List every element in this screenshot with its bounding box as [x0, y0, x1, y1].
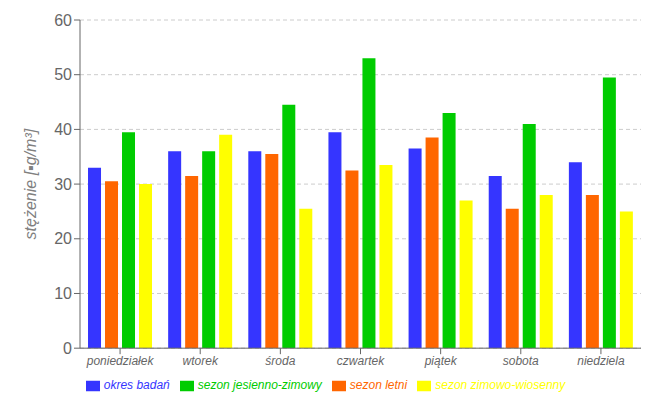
svg-text:30: 30 [54, 176, 72, 193]
svg-text:0: 0 [63, 340, 72, 357]
html-text:sezon jesienno-zimowy: sezon jesienno-zimowy [197, 378, 322, 393]
svg-text:piątek: piątek [424, 354, 458, 368]
svg-text:10: 10 [54, 285, 72, 302]
svg-text:czwartek: czwartek [337, 354, 385, 368]
html-text:okres badań: okres badań [103, 378, 170, 393]
svg-text:wtorek: wtorek [183, 354, 219, 368]
svg-text:60: 60 [54, 12, 72, 29]
svg-text:20: 20 [54, 230, 72, 247]
svg-text:stężenie [▪g/m³]: stężenie [▪g/m³] [22, 128, 39, 239]
svg-text:niedziela: niedziela [577, 354, 625, 368]
svg-text:poniedziałek: poniedziałek [86, 354, 155, 368]
svg-text:50: 50 [54, 66, 72, 83]
svg-text:40: 40 [54, 121, 72, 138]
html-text:sezon zimowo-wiosenny: sezon zimowo-wiosenny [435, 378, 566, 393]
svg-text:środa: środa [265, 354, 295, 368]
html-text:sezon letni: sezon letni [349, 378, 408, 393]
svg-text:sobota: sobota [503, 354, 539, 368]
